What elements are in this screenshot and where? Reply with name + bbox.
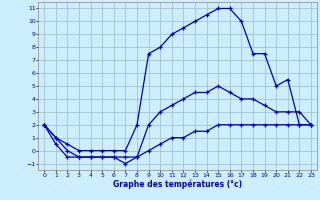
X-axis label: Graphe des températures (°c): Graphe des températures (°c): [113, 179, 242, 189]
